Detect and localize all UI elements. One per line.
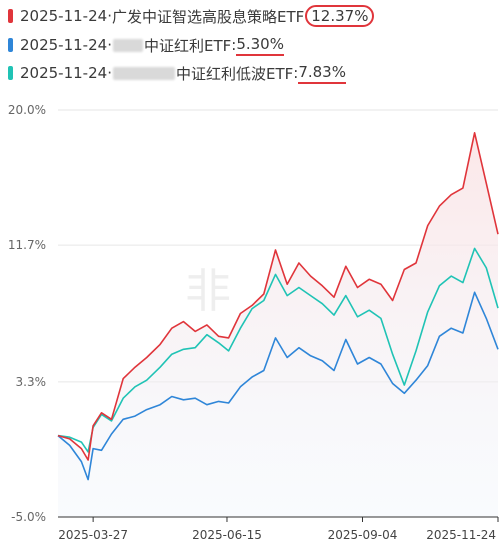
y-tick-label: 3.3%: [16, 375, 47, 389]
series-swatch: [8, 66, 13, 80]
line-chart[interactable]: 非 20.0% 11.7% 3.3% -5.0% 2025-03-27 2025-06-…: [0, 92, 500, 556]
y-tick-label: 11.7%: [8, 238, 46, 252]
watermark: 非: [185, 264, 231, 318]
legend-item-2[interactable]: 2025-11-24 · 中证红利低波ETF : 7.83%: [8, 59, 346, 87]
x-tick-label: 2025-09-04: [328, 528, 398, 542]
x-tick-label: 2025-11-24: [426, 528, 496, 542]
legend-series-name: 广发中证智选高股息策略ETF: [111, 7, 305, 26]
legend-value: 7.83%: [298, 63, 346, 84]
series-lines: [57, 132, 499, 481]
legend-item-0[interactable]: 2025-11-24 · 广发中证智选高股息策略ETF : 12.37%: [8, 2, 375, 30]
legend-date: 2025-11-24: [20, 36, 108, 54]
series-line-2[interactable]: [57, 247, 499, 453]
legend-value: 5.30%: [236, 35, 284, 56]
legend-colon: :: [231, 36, 237, 54]
legend-date: 2025-11-24: [20, 7, 108, 25]
series-line-1[interactable]: [57, 291, 499, 481]
series-swatch: [8, 38, 13, 52]
redacted-blur: [112, 66, 175, 80]
y-tick-label: -5.0%: [11, 510, 46, 524]
redacted-blur: [112, 38, 143, 52]
legend-item-1[interactable]: 2025-11-24 · 中证红利ETF : 5.30%: [8, 31, 284, 59]
legend: 2025-11-24 · 广发中证智选高股息策略ETF : 12.37% 202…: [0, 0, 500, 92]
legend-separator: ·: [107, 7, 112, 25]
legend-series-name: 中证红利低波ETF: [175, 64, 294, 83]
series-line-0[interactable]: [57, 132, 499, 461]
legend-value: 12.37%: [305, 5, 375, 27]
x-tick-label: 2025-03-27: [58, 528, 128, 542]
legend-colon: :: [293, 64, 299, 82]
area-fill: [58, 132, 498, 518]
legend-separator: ·: [107, 36, 112, 54]
series-swatch: [8, 9, 13, 23]
x-axis: 2025-03-27 2025-06-15 2025-09-04 2025-11-24: [58, 516, 499, 542]
legend-date: 2025-11-24: [20, 64, 108, 82]
legend-series-name: 中证红利ETF: [143, 36, 232, 55]
y-axis: 20.0% 11.7% 3.3% -5.0%: [8, 103, 46, 524]
y-tick-label: 20.0%: [8, 103, 46, 117]
x-tick-label: 2025-06-15: [192, 528, 262, 542]
legend-separator: ·: [107, 64, 112, 82]
